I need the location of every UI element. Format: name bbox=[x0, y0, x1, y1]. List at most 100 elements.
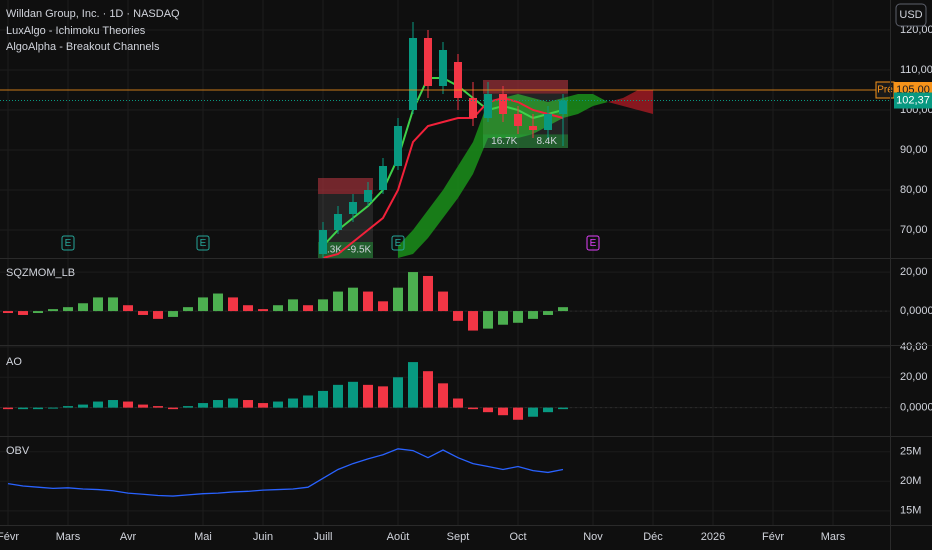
candle-body bbox=[484, 94, 492, 118]
histogram-bar bbox=[78, 303, 88, 312]
indicator-name: LuxAlgo - Ichimoku Theories bbox=[6, 25, 146, 37]
histogram-bar bbox=[558, 307, 568, 312]
histogram-bar bbox=[348, 381, 358, 408]
histogram-bar bbox=[273, 305, 283, 312]
channel-lower-zone bbox=[318, 242, 373, 258]
histogram-bar bbox=[333, 291, 343, 312]
histogram-bar bbox=[483, 407, 493, 413]
earnings-marker bbox=[196, 235, 210, 251]
histogram-bar bbox=[153, 311, 163, 319]
histogram-bar bbox=[513, 311, 523, 323]
histogram-bar bbox=[213, 293, 223, 312]
cloud-segment bbox=[623, 90, 638, 110]
histogram-bar bbox=[483, 311, 493, 329]
x-tick-label: Mars bbox=[56, 531, 81, 543]
cloud-segment bbox=[608, 98, 623, 106]
histogram-bar bbox=[183, 406, 193, 408]
histogram-bar bbox=[423, 371, 433, 408]
line-series bbox=[7, 448, 564, 497]
histogram-bar bbox=[138, 311, 148, 315]
candle-body bbox=[424, 38, 432, 86]
channel-upper-zone bbox=[318, 178, 373, 194]
histogram-bar bbox=[123, 305, 133, 312]
histogram-bar bbox=[93, 297, 103, 312]
panel-title: SQZMOM_LB bbox=[6, 267, 75, 279]
indicator-name: AlgoAlpha - Breakout Channels bbox=[6, 41, 160, 53]
histogram-bar bbox=[3, 407, 13, 410]
panel-title: AO bbox=[6, 356, 22, 368]
histogram-bar bbox=[453, 311, 463, 321]
y-tick-label: 20,00 bbox=[900, 266, 928, 278]
histogram-bar bbox=[393, 377, 403, 408]
premarket-label: Pré bbox=[877, 85, 893, 96]
x-tick-label: Nov bbox=[583, 531, 603, 543]
last-price-label: 102,37 bbox=[896, 94, 930, 106]
y-tick-label: 70,00 bbox=[900, 224, 928, 236]
histogram-bar bbox=[228, 398, 238, 408]
histogram-bar bbox=[543, 311, 553, 315]
histogram-bar bbox=[168, 311, 178, 317]
histogram-bar bbox=[498, 311, 508, 325]
y-tick-label: 25M bbox=[900, 446, 921, 458]
currency-button[interactable]: USD bbox=[895, 3, 927, 27]
histogram-bar bbox=[18, 311, 28, 315]
histogram-bar bbox=[33, 407, 43, 410]
currency-label[interactable]: USD bbox=[899, 9, 922, 21]
histogram-bar bbox=[498, 407, 508, 416]
histogram-bar bbox=[228, 297, 238, 312]
x-tick-label: Déc bbox=[643, 531, 663, 543]
histogram-bar bbox=[63, 307, 73, 312]
histogram-bar bbox=[198, 297, 208, 312]
x-tick-label: Oct bbox=[509, 531, 526, 543]
candle-body bbox=[529, 126, 537, 130]
cloud-segment bbox=[428, 190, 443, 238]
histogram-bar bbox=[288, 299, 298, 312]
x-tick-label: Juill bbox=[314, 531, 333, 543]
histogram-bar bbox=[393, 287, 403, 312]
candle-body bbox=[469, 98, 477, 118]
channel-volume-label: 16.7K bbox=[491, 136, 517, 147]
histogram-bar bbox=[453, 398, 463, 408]
premarket-tag-divider bbox=[875, 81, 895, 99]
histogram-bar bbox=[243, 305, 253, 312]
x-tick-label: Août bbox=[387, 531, 410, 543]
channel-lower-zone bbox=[483, 134, 568, 148]
histogram-bar bbox=[168, 407, 178, 410]
cloud-segment bbox=[413, 210, 428, 254]
candle-body bbox=[409, 38, 417, 110]
x-tick-label: Févr bbox=[762, 531, 784, 543]
candle-body bbox=[349, 202, 357, 214]
x-tick-label: Sept bbox=[447, 531, 470, 543]
histogram-bar bbox=[408, 272, 418, 312]
histogram-bar bbox=[288, 398, 298, 408]
histogram-bar bbox=[303, 305, 313, 312]
histogram-bar bbox=[513, 407, 523, 420]
y-tick-label: 20,00 bbox=[900, 371, 928, 383]
histogram-bar bbox=[438, 383, 448, 408]
y-tick-label: 15M bbox=[900, 505, 921, 517]
candle-body bbox=[379, 166, 387, 190]
cloud-segment bbox=[593, 94, 608, 106]
histogram-bar bbox=[423, 275, 433, 312]
histogram-bar bbox=[63, 406, 73, 408]
earnings-marker bbox=[61, 235, 75, 251]
histogram-bar bbox=[558, 407, 568, 410]
histogram-bar bbox=[108, 297, 118, 312]
x-tick-label: Mai bbox=[194, 531, 212, 543]
chart-title: Willdan Group, Inc. · 1D · NASDAQ bbox=[6, 8, 180, 20]
histogram-bar bbox=[33, 311, 43, 314]
histogram-bar bbox=[108, 400, 118, 408]
histogram-bar bbox=[183, 307, 193, 312]
channel-upper-zone bbox=[483, 80, 568, 94]
indicator-line bbox=[322, 96, 564, 259]
cloud-segment bbox=[473, 102, 488, 174]
currency-button-frame[interactable] bbox=[895, 3, 927, 27]
y-tick-label: 40,00 bbox=[900, 341, 928, 353]
histogram-bar bbox=[213, 400, 223, 408]
earnings-label: E bbox=[200, 238, 207, 249]
histogram-bar bbox=[438, 291, 448, 312]
histogram-bar bbox=[303, 395, 313, 408]
